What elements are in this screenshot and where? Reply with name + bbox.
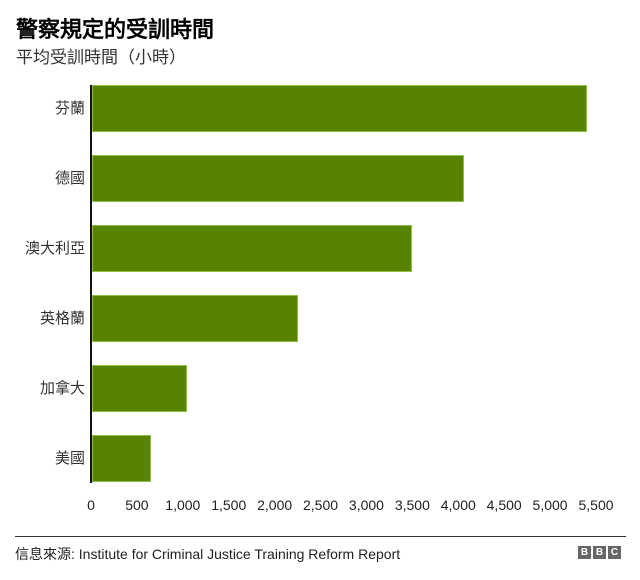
x-tick-label: 2,500	[303, 497, 339, 513]
category-label: 加拿大	[39, 380, 85, 397]
x-tick-label: 4,500	[486, 497, 522, 513]
bar-chart: 芬蘭德國澳大利亞英格蘭加拿大美國 0 500 1,000 1,500 2,000 2,500…	[24, 85, 614, 513]
bar	[92, 365, 188, 412]
x-tick-label: 3,500	[394, 497, 430, 513]
category-label: 美國	[54, 450, 85, 467]
bbc-logo-letter-b2: B	[593, 546, 606, 559]
x-tick-label: 0	[87, 497, 95, 513]
x-tick-label: 3,000	[348, 497, 384, 513]
bbc-logo-letter-c: C	[608, 546, 621, 559]
x-tick-label: 2,000	[257, 497, 293, 513]
x-tick-label: 5,000	[532, 497, 568, 513]
bar	[92, 435, 151, 482]
x-tick-label: 5,500	[578, 497, 614, 513]
bbc-logo: B B C	[578, 546, 621, 559]
footer-divider	[15, 536, 626, 537]
category-label: 德國	[54, 170, 85, 187]
y-axis-line	[90, 85, 92, 483]
chart-subtitle: 平均受訓時間（小時）	[16, 48, 186, 67]
source-text: 信息來源: Institute for Criminal Justice Tra…	[15, 546, 401, 562]
category-label: 芬蘭	[54, 100, 85, 117]
x-tick-label: 1,000	[165, 497, 201, 513]
category-label: 英格蘭	[39, 310, 85, 327]
bar	[92, 225, 413, 272]
bar	[92, 155, 464, 202]
x-tick-label: 1,500	[211, 497, 247, 513]
chart-title: 警察規定的受訓時間	[16, 17, 215, 42]
x-tick-label: 4,000	[440, 497, 476, 513]
bbc-logo-letter-b1: B	[578, 546, 591, 559]
x-tick-label: 500	[125, 497, 149, 513]
category-label: 澳大利亞	[24, 240, 85, 257]
bar	[92, 85, 587, 132]
bar	[92, 295, 298, 342]
